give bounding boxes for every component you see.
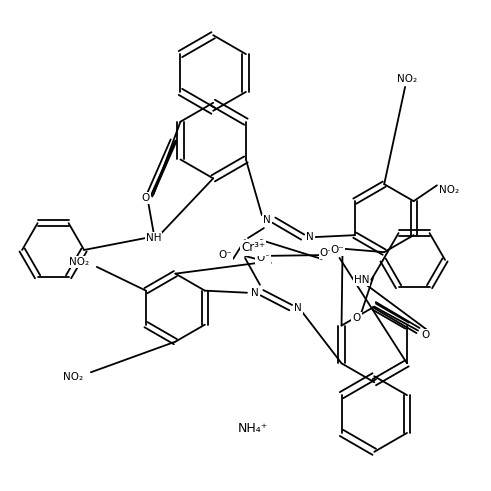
Text: NO₂: NO₂	[397, 74, 417, 84]
Text: O: O	[141, 193, 150, 203]
Text: Cr³⁺: Cr³⁺	[241, 242, 265, 254]
Text: HN: HN	[354, 275, 369, 285]
Text: N: N	[306, 232, 314, 242]
Text: N: N	[294, 302, 301, 313]
Text: O⁻: O⁻	[330, 245, 344, 255]
Text: NO₂: NO₂	[63, 372, 83, 382]
Text: NO₂: NO₂	[69, 257, 89, 267]
Text: NO₂: NO₂	[439, 185, 459, 195]
Text: O⁻: O⁻	[320, 248, 333, 258]
Text: O⁻: O⁻	[256, 253, 270, 263]
Text: O⁻: O⁻	[218, 250, 232, 260]
Text: N: N	[251, 288, 259, 298]
Text: NH: NH	[146, 233, 161, 243]
Text: O: O	[352, 313, 360, 323]
Text: NH₄⁺: NH₄⁺	[238, 422, 268, 436]
Text: N: N	[263, 215, 271, 225]
Text: O: O	[422, 330, 430, 340]
